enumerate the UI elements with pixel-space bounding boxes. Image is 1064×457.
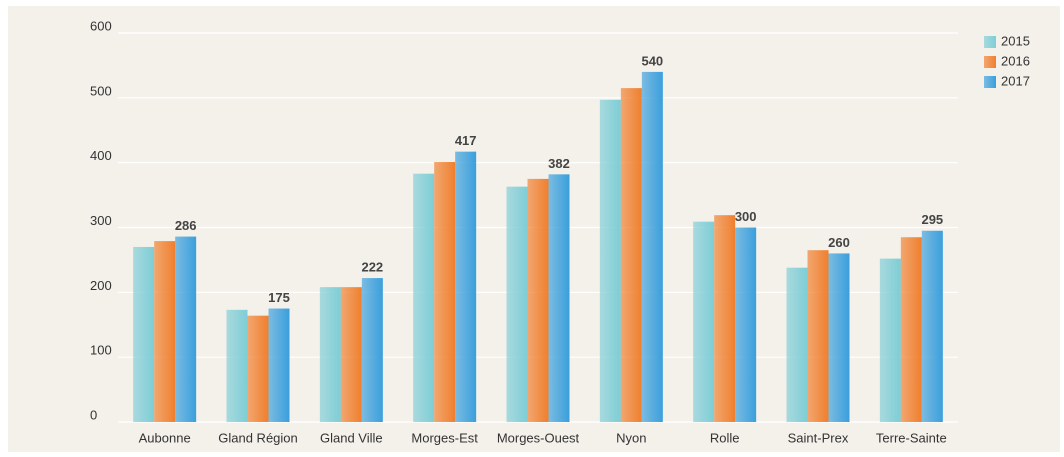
data-label: 300 — [735, 209, 757, 224]
data-label: 417 — [455, 133, 477, 148]
x-tick-label: Rolle — [710, 430, 740, 445]
y-tick-label: 300 — [90, 213, 112, 228]
x-tick-label: Aubonne — [139, 430, 191, 445]
bar — [548, 174, 570, 422]
x-tick-label: Gland Ville — [320, 430, 383, 445]
bar — [340, 287, 362, 422]
bar — [154, 241, 176, 422]
x-tick-label: Terre-Sainte — [876, 430, 947, 445]
x-tick-label: Morges-Ouest — [497, 430, 580, 445]
y-tick-label: 400 — [90, 148, 112, 163]
bar — [879, 258, 901, 422]
bar — [247, 315, 269, 422]
x-tick-label: Saint-Prex — [788, 430, 849, 445]
data-label: 175 — [268, 290, 290, 305]
bar — [599, 99, 621, 423]
bar — [828, 253, 850, 422]
x-tick-label: Gland Région — [218, 430, 298, 445]
legend-label: 2015 — [1001, 33, 1030, 48]
bar — [786, 267, 808, 422]
data-label: 222 — [361, 260, 383, 275]
legend-swatch — [984, 76, 996, 88]
bar — [361, 278, 383, 422]
x-tick-label: Nyon — [616, 430, 646, 445]
bar — [620, 88, 642, 422]
bar — [693, 221, 715, 422]
legend-swatch — [984, 36, 996, 48]
bar — [268, 308, 290, 422]
bar — [641, 71, 663, 423]
y-tick-label: 500 — [90, 83, 112, 98]
data-label: 382 — [548, 156, 570, 171]
bar — [226, 309, 248, 422]
bar — [527, 178, 549, 422]
legend-label: 2016 — [1001, 53, 1030, 68]
legend-label: 2017 — [1001, 73, 1030, 88]
legend-swatch — [984, 56, 996, 68]
bar — [175, 236, 197, 422]
bar — [133, 246, 155, 422]
y-tick-label: 200 — [90, 278, 112, 293]
data-label: 540 — [641, 53, 663, 68]
y-tick-label: 100 — [90, 343, 112, 358]
bar — [714, 215, 736, 422]
bar — [807, 250, 829, 422]
x-tick-label: Morges-Est — [411, 430, 478, 445]
data-label: 286 — [175, 218, 197, 233]
bar — [506, 186, 528, 422]
bar — [319, 287, 341, 422]
bar — [735, 227, 757, 422]
data-label: 260 — [828, 235, 850, 250]
bar — [413, 173, 435, 422]
y-tick-label: 600 — [90, 18, 112, 33]
bar — [455, 151, 477, 422]
y-tick-label: 0 — [90, 407, 97, 422]
bar — [900, 237, 922, 422]
bar — [921, 230, 943, 422]
data-label: 295 — [921, 212, 943, 227]
bar — [434, 162, 456, 423]
